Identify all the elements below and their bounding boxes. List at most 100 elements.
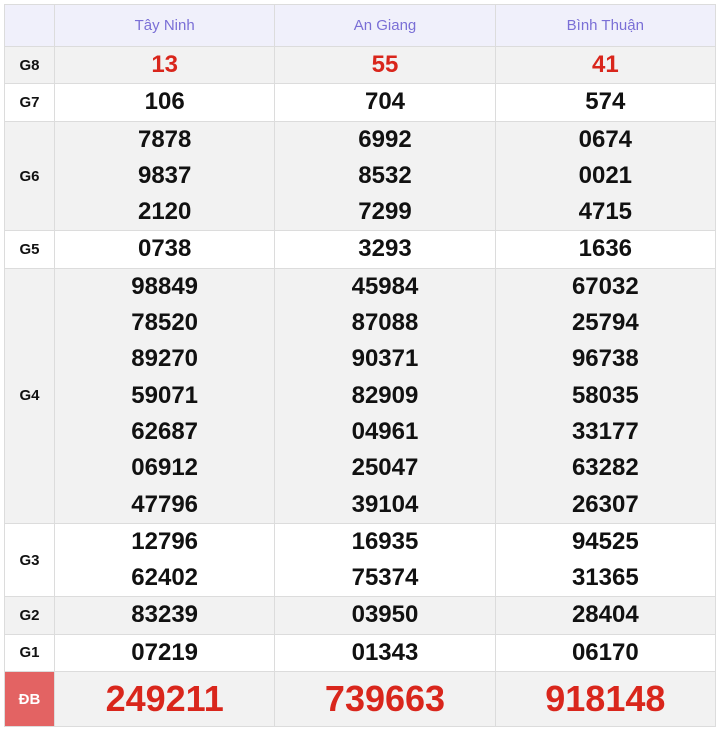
prize-number: 63282 [571, 454, 639, 482]
prize-cell: 7878 9837 2120 [53, 120, 276, 232]
prize-number: 4715 [578, 198, 633, 226]
prize-number: 98849 [131, 272, 199, 300]
prize-cell: 07219 [53, 633, 276, 673]
prize-number: 83239 [131, 601, 199, 629]
prize-number: 3293 [358, 235, 412, 263]
prize-number: 7299 [358, 198, 412, 226]
prize-number: 78520 [131, 309, 199, 337]
prize-number: 2120 [137, 198, 192, 226]
prize-row-g1: G1 07219 01343 06170 [4, 633, 717, 673]
prize-label: G5 [4, 230, 55, 269]
prize-number: 01343 [351, 638, 419, 666]
prize-number: 249211 [105, 678, 224, 720]
prize-number: 47796 [131, 490, 199, 518]
prize-cell: 12796 62402 [53, 522, 276, 598]
province-header[interactable]: An Giang [274, 4, 496, 47]
prize-cell: 67032 25794 96738 58035 33177 63282 26307 [494, 267, 717, 524]
lottery-results-table: Tây Ninh An Giang Bình Thuận G8 13 55 41 G7 1… [4, 4, 717, 728]
prize-cell: 03950 [274, 596, 496, 635]
prize-number: 13 [151, 51, 179, 78]
prize-number: 89270 [131, 345, 199, 373]
prize-cell: 918148 [494, 671, 717, 728]
prize-cell: 3293 [274, 230, 496, 269]
prize-number: 62687 [131, 417, 199, 445]
prize-number: 94525 [571, 527, 639, 555]
prize-number: 03950 [351, 601, 419, 629]
prize-number: 96738 [571, 345, 639, 373]
prize-cell: 6992 8532 7299 [274, 120, 496, 232]
prize-number: 45984 [351, 272, 419, 300]
prize-number: 106 [144, 88, 185, 116]
prize-cell: 41 [494, 45, 717, 85]
prize-cell: 98849 78520 89270 59071 62687 06912 47796 [53, 267, 276, 524]
prize-number: 26307 [571, 490, 639, 518]
prize-cell: 94525 31365 [494, 522, 717, 598]
prize-label: G1 [4, 633, 55, 673]
province-header[interactable]: Bình Thuận [494, 4, 717, 47]
prize-number: 28404 [571, 601, 639, 629]
prize-cell: 45984 87088 90371 82909 04961 25047 39104 [274, 267, 496, 524]
prize-number: 67032 [571, 272, 639, 300]
prize-number: 75374 [351, 564, 419, 592]
prize-number: 58035 [571, 381, 639, 409]
prize-number: 9837 [137, 161, 192, 189]
prize-cell: 28404 [494, 596, 717, 635]
prize-number: 06170 [571, 638, 639, 666]
prize-number: 6992 [358, 125, 412, 153]
prize-number: 0738 [137, 235, 192, 263]
prize-number: 0021 [578, 161, 633, 189]
prize-number: 0674 [578, 125, 633, 153]
prize-number: 918148 [545, 678, 666, 720]
prize-number: 07219 [131, 638, 199, 666]
prize-row-g4: G4 98849 78520 89270 59071 62687 06912 47796 459… [4, 267, 717, 524]
prize-number: 87088 [351, 309, 419, 337]
prize-number: 90371 [351, 345, 419, 373]
prize-number: 41 [591, 51, 619, 78]
prize-number: 62402 [131, 564, 199, 592]
prize-cell: 739663 [274, 671, 496, 728]
prize-number: 82909 [351, 381, 419, 409]
prize-cell: 55 [274, 45, 496, 85]
prize-cell: 1636 [494, 230, 717, 269]
prize-cell: 249211 [53, 671, 276, 728]
prize-number: 31365 [571, 564, 639, 592]
prize-row-g6: G6 7878 9837 2120 6992 8532 7299 0674 0021 4715 [4, 120, 717, 232]
prize-number: 55 [371, 51, 399, 78]
prize-number: 8532 [358, 161, 412, 189]
prize-label: G8 [4, 45, 55, 85]
header-row: Tây Ninh An Giang Bình Thuận [4, 4, 717, 47]
prize-cell: 0738 [53, 230, 276, 269]
prize-number: 06912 [131, 454, 199, 482]
prize-number: 39104 [351, 490, 419, 518]
prize-row-g3: G3 12796 62402 16935 75374 94525 31365 [4, 522, 717, 598]
prize-number: 04961 [351, 417, 419, 445]
prize-number: 704 [364, 88, 406, 116]
prize-cell: 16935 75374 [274, 522, 496, 598]
prize-label: G2 [4, 596, 55, 635]
prize-number: 7878 [137, 125, 192, 153]
prize-number: 25794 [571, 309, 639, 337]
prize-label: ĐB [4, 671, 55, 728]
prize-number: 25047 [351, 454, 419, 482]
prize-cell: 13 [53, 45, 276, 85]
prize-row-đb: ĐB 249211 739663 918148 [4, 671, 717, 728]
prize-row-g7: G7 106 704 574 [4, 83, 717, 122]
prize-cell: 574 [494, 83, 717, 122]
prize-number: 33177 [571, 417, 639, 445]
prize-label: G6 [4, 120, 55, 232]
corner-cell [4, 4, 55, 47]
prize-label: G7 [4, 83, 55, 122]
prize-number: 16935 [351, 527, 419, 555]
prize-cell: 0674 0021 4715 [494, 120, 717, 232]
prize-cell: 06170 [494, 633, 717, 673]
province-header[interactable]: Tây Ninh [53, 4, 276, 47]
prize-number: 12796 [131, 527, 199, 555]
prize-label: G3 [4, 522, 55, 598]
prize-number: 1636 [578, 235, 633, 263]
prize-row-g5: G5 0738 3293 1636 [4, 230, 717, 269]
prize-number: 574 [585, 88, 626, 116]
prize-cell: 704 [274, 83, 496, 122]
prize-label: G4 [4, 267, 55, 524]
prize-cell: 106 [53, 83, 276, 122]
prize-cell: 83239 [53, 596, 276, 635]
